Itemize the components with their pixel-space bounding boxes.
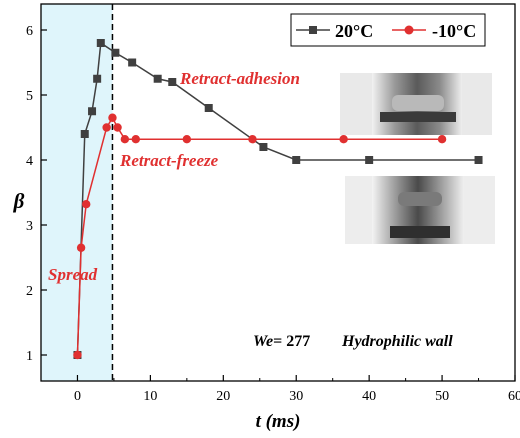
series-line-20c (76, 41, 479, 356)
inset-photo-adhesion (340, 73, 492, 135)
data-point-minus10c (120, 135, 130, 144)
data-point-20c (111, 48, 120, 57)
legend: 20°C -10°C (290, 13, 486, 47)
x-tick-label: 30 (289, 389, 303, 404)
x-tick-label: 50 (435, 389, 449, 404)
plot-frame (40, 3, 516, 382)
series-layer (73, 39, 483, 360)
data-point-20c (96, 39, 105, 47)
data-point-20c (168, 78, 177, 86)
x-tick-label: 20 (216, 389, 230, 404)
x-tick-label: 60 (508, 389, 520, 404)
y-axis-label: β (13, 189, 25, 213)
we-symbol: We (253, 333, 273, 350)
data-point-minus10c (339, 135, 348, 144)
y-tick-label: 6 (26, 24, 33, 39)
annotation-retract-adhesion: Retract-adhesion (179, 69, 300, 88)
series-line-minus10c (76, 116, 443, 356)
y-tick-label: 5 (26, 89, 33, 104)
spread-region-shading (41, 4, 113, 381)
data-point-minus10c (76, 243, 86, 252)
data-point-20c (259, 143, 268, 151)
legend-marker-20c (309, 26, 317, 34)
legend-marker-minus10c (404, 25, 414, 35)
x-axis-label: t (ms) (256, 411, 301, 432)
y-tick-label: 2 (26, 284, 33, 299)
data-point-minus10c (113, 123, 122, 132)
data-point-20c (153, 74, 162, 83)
annotation-spread: Spread (48, 265, 98, 284)
data-point-minus10c (108, 113, 117, 122)
x-tick-label: 0 (74, 389, 81, 404)
data-point-minus10c (131, 135, 140, 144)
x-axis-label-text: t (ms) (256, 411, 301, 432)
data-point-minus10c (437, 135, 447, 144)
data-point-20c (80, 130, 89, 138)
data-point-minus10c (182, 135, 192, 144)
data-point-minus10c (248, 135, 257, 144)
data-point-20c (204, 104, 213, 112)
data-point-20c (292, 156, 301, 164)
annotation-hydrophilic-wall: Hydrophilic wall (341, 333, 453, 350)
x-tick-label: 10 (143, 389, 157, 404)
data-point-minus10c (82, 200, 91, 209)
data-point-20c (93, 74, 102, 83)
we-value: = 277 (273, 333, 310, 350)
x-tick-label: 40 (362, 389, 376, 404)
data-point-20c (128, 58, 137, 67)
annotation-retract-freeze: Retract-freeze (119, 151, 219, 170)
data-point-20c (365, 156, 374, 164)
data-point-minus10c (102, 123, 111, 132)
legend-label-20c: 20°C (335, 21, 373, 41)
annotation-we-label: We= 277 (253, 333, 310, 350)
y-tick-label: 1 (26, 349, 33, 364)
data-point-20c (88, 107, 97, 116)
axis-ticks: 0 10 20 30 40 50 60 1 2 3 4 5 6 (26, 24, 520, 404)
legend-label-minus10c: -10°C (432, 21, 476, 41)
data-point-minus10c (73, 350, 82, 360)
y-tick-label: 3 (26, 219, 33, 234)
data-point-20c (474, 156, 483, 164)
inset-photo-freeze (345, 176, 495, 244)
y-tick-label: 4 (26, 154, 33, 169)
